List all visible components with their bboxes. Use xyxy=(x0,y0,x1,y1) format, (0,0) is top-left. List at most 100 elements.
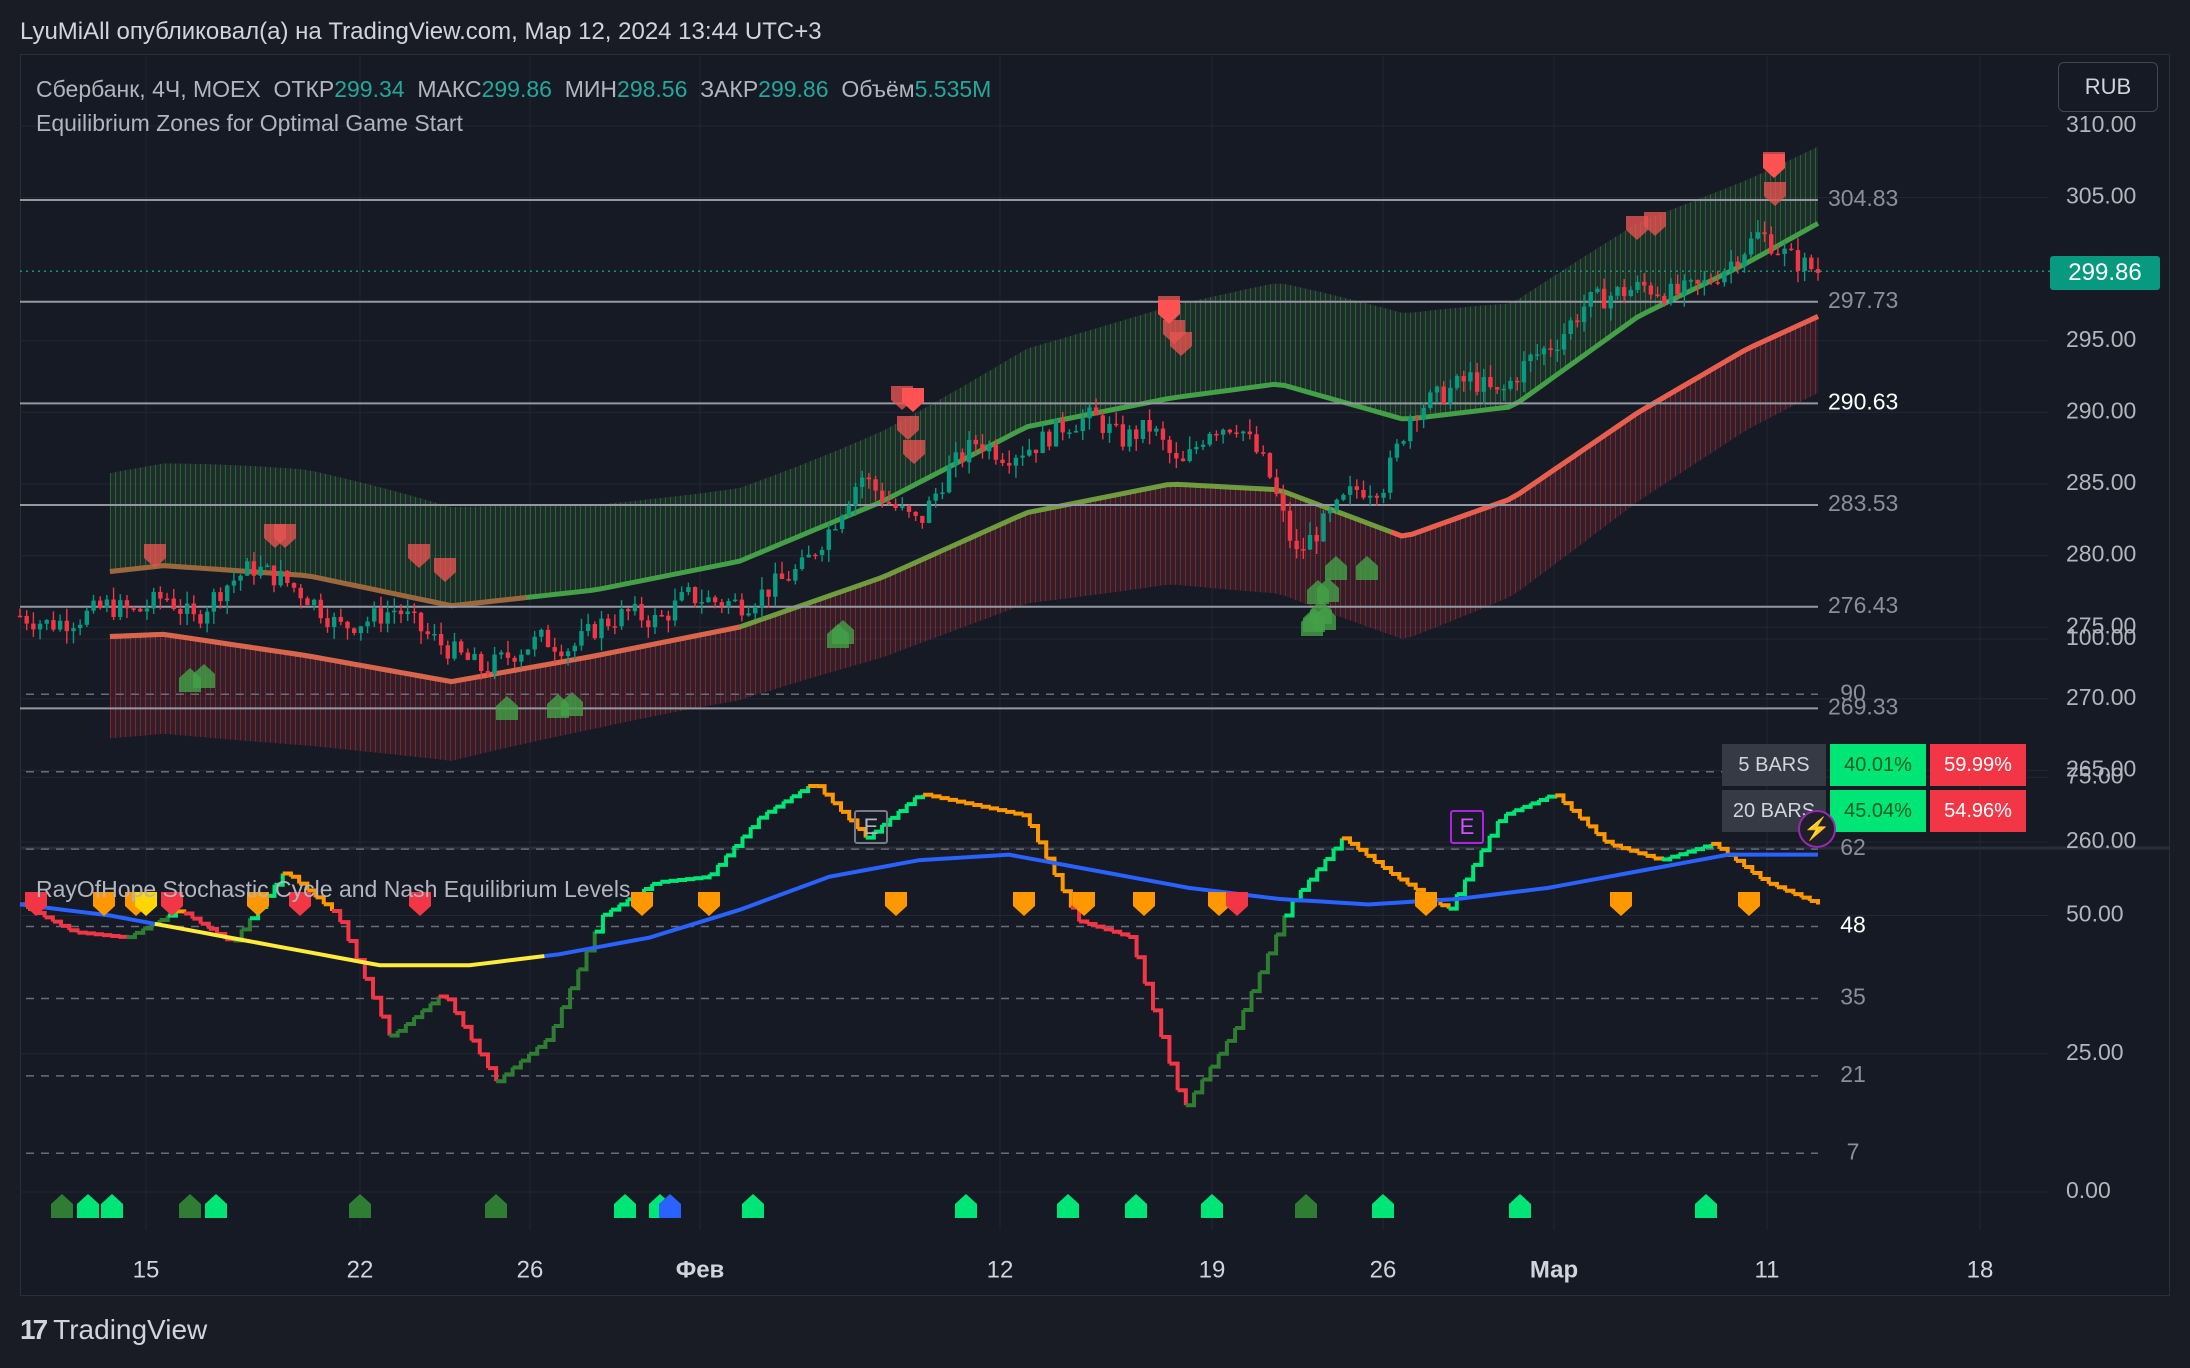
indicator-title[interactable]: Equilibrium Zones for Optimal Game Start xyxy=(36,110,463,136)
candle-body xyxy=(1080,418,1085,432)
stoch-segment xyxy=(717,855,729,867)
candle-body xyxy=(1815,269,1821,273)
candle-body xyxy=(71,628,76,632)
sell-signal xyxy=(1764,182,1786,206)
legend-low-value: 298.56 xyxy=(617,76,688,102)
candle xyxy=(178,599,183,625)
stoch-segment xyxy=(512,1060,523,1070)
candle xyxy=(1361,480,1366,500)
candle xyxy=(271,565,277,593)
y-tick-label: 305.00 xyxy=(2066,183,2136,209)
tradingview-logo[interactable]: 17 TradingView xyxy=(20,1314,207,1346)
candle xyxy=(425,622,430,640)
stoch-segment xyxy=(1300,879,1311,892)
stoch-segment xyxy=(1604,839,1615,846)
pane2-title[interactable]: RayOfHope Stochastic Cycle and Nash Equi… xyxy=(36,876,631,902)
candle xyxy=(1100,411,1106,440)
candle xyxy=(1113,412,1119,428)
stoch-segment xyxy=(208,926,220,935)
x-tick-label: 11 xyxy=(1755,1256,1780,1283)
stoch-segment xyxy=(1358,847,1369,856)
candle xyxy=(57,614,63,632)
candle-body xyxy=(960,452,965,463)
stoch-segment xyxy=(414,1010,425,1020)
candle xyxy=(1107,416,1112,443)
stoch-segment xyxy=(1670,854,1681,859)
sell-signal xyxy=(902,388,924,412)
tradingview-logo-icon: 17 xyxy=(20,1314,48,1345)
stoch-segment xyxy=(463,1024,474,1041)
candle xyxy=(1040,423,1045,454)
candle xyxy=(485,661,491,678)
stoch-segment xyxy=(652,881,663,886)
osc-bottom-signal xyxy=(179,1194,201,1218)
candle-body xyxy=(1140,420,1146,440)
candle xyxy=(71,622,76,644)
earnings-marker[interactable]: E xyxy=(1450,810,1484,844)
stoch-segment xyxy=(1563,801,1574,811)
stoch-segment xyxy=(1005,809,1016,814)
candle xyxy=(1682,274,1687,307)
candle xyxy=(1688,278,1694,290)
candle xyxy=(1154,425,1159,437)
buy-signal xyxy=(561,692,583,716)
stoch-segment xyxy=(134,928,146,935)
candle xyxy=(1722,268,1727,287)
stoch-segment xyxy=(1202,1066,1213,1082)
candle-body xyxy=(519,654,524,662)
stoch-segment xyxy=(1407,882,1418,890)
candle-body xyxy=(579,631,584,646)
candle-body xyxy=(980,444,985,452)
candle xyxy=(1187,436,1192,463)
stoch-segment xyxy=(882,817,893,827)
stoch-segment xyxy=(348,939,359,960)
candle-body xyxy=(1274,477,1279,495)
stoch-segment xyxy=(734,836,745,848)
stoch-segment xyxy=(923,792,934,797)
buy-signal xyxy=(193,664,215,688)
candle-body xyxy=(1742,254,1747,267)
candle xyxy=(1321,510,1326,543)
candle xyxy=(1655,286,1660,298)
candle-body xyxy=(1715,282,1720,284)
candle xyxy=(953,442,958,478)
osc-top-signal xyxy=(1415,892,1437,916)
stoch-segment xyxy=(315,895,326,905)
candle-body xyxy=(1454,376,1460,388)
currency-button[interactable]: RUB xyxy=(2058,62,2158,112)
candle xyxy=(1648,282,1654,300)
stoch-segment xyxy=(890,811,901,820)
stoch-segment xyxy=(299,881,310,891)
candle xyxy=(311,598,317,611)
candle xyxy=(1575,314,1580,328)
earnings-marker[interactable]: E xyxy=(854,810,888,844)
candle-body xyxy=(1147,420,1152,432)
candle-body xyxy=(1448,387,1453,404)
stoch-segment xyxy=(1276,915,1287,937)
candle xyxy=(198,610,203,629)
stoch-segment xyxy=(1382,865,1394,874)
candle-body xyxy=(51,620,56,630)
candle xyxy=(572,642,577,660)
x-tick-label: 12 xyxy=(987,1256,1014,1283)
candle xyxy=(1354,479,1360,499)
candle-body xyxy=(378,608,384,624)
osc-bottom-signal xyxy=(1125,1194,1147,1218)
candle-body xyxy=(178,609,183,614)
candle-body xyxy=(1174,452,1179,459)
osc-bottom-signal xyxy=(205,1194,227,1218)
candle xyxy=(17,608,23,618)
candle xyxy=(853,482,858,516)
y-tick-label: 265.00 xyxy=(2066,755,2136,781)
sell-signal xyxy=(897,416,919,440)
candle xyxy=(1795,238,1801,283)
lightning-icon[interactable]: ⚡ xyxy=(1798,810,1836,848)
stoch-segment xyxy=(1489,821,1500,838)
candle-body xyxy=(1608,295,1613,309)
candle xyxy=(1789,243,1794,251)
y-tick-label: 290.00 xyxy=(2066,397,2136,423)
stoch-segment xyxy=(175,909,187,914)
candle xyxy=(960,448,965,468)
x-tick-label: 26 xyxy=(517,1256,544,1283)
